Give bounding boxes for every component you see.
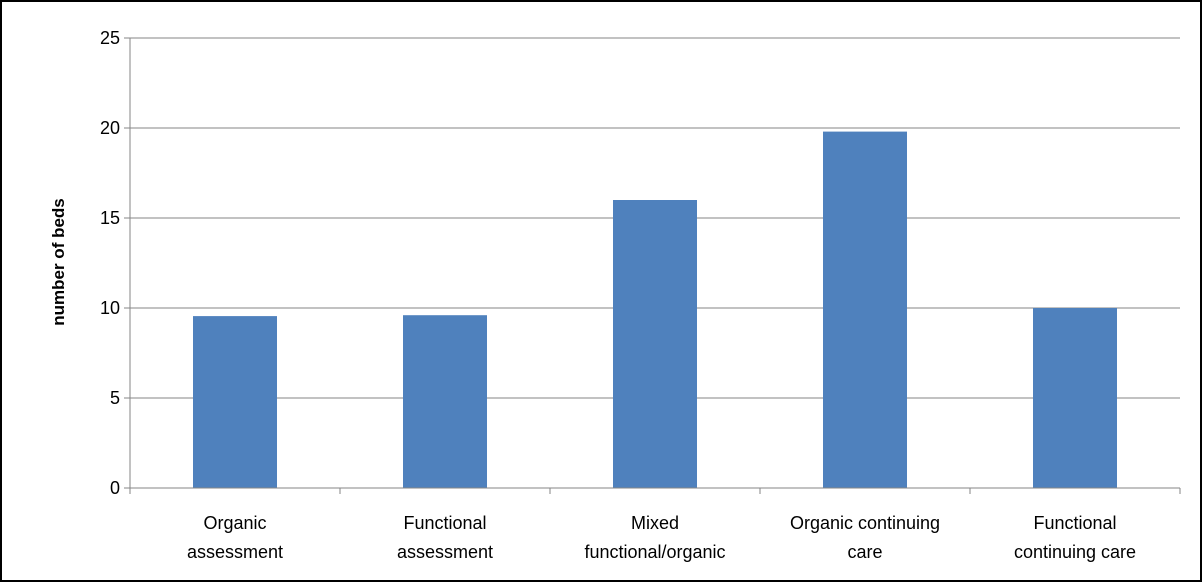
x-category-label: Functional (403, 513, 486, 533)
y-axis-title: number of beds (49, 198, 68, 326)
x-category-label: functional/organic (584, 542, 725, 562)
x-category-label: assessment (397, 542, 493, 562)
bar-series (193, 131, 1117, 488)
y-tick-label: 20 (100, 118, 120, 138)
x-category-label: care (847, 542, 882, 562)
y-tick-label: 5 (110, 388, 120, 408)
y-tick-label: 0 (110, 478, 120, 498)
y-tick-label: 15 (100, 208, 120, 228)
x-category-label: Mixed (631, 513, 679, 533)
x-category-label: continuing care (1014, 542, 1136, 562)
bar (403, 315, 487, 488)
x-category-label: Organic continuing (790, 513, 940, 533)
y-tick-label: 10 (100, 298, 120, 318)
y-tick-labels: 0 5 10 15 20 25 (100, 28, 120, 498)
x-category-labels: Organic assessment Functional assessment Mix… (187, 513, 1136, 562)
y-tick-label: 25 (100, 28, 120, 48)
x-category-label: assessment (187, 542, 283, 562)
bar (613, 200, 697, 488)
bar (193, 316, 277, 488)
x-category-label: Functional (1033, 513, 1116, 533)
bar (823, 131, 907, 488)
x-category-label: Organic (203, 513, 266, 533)
axes (124, 37, 1181, 494)
bar (1033, 308, 1117, 488)
